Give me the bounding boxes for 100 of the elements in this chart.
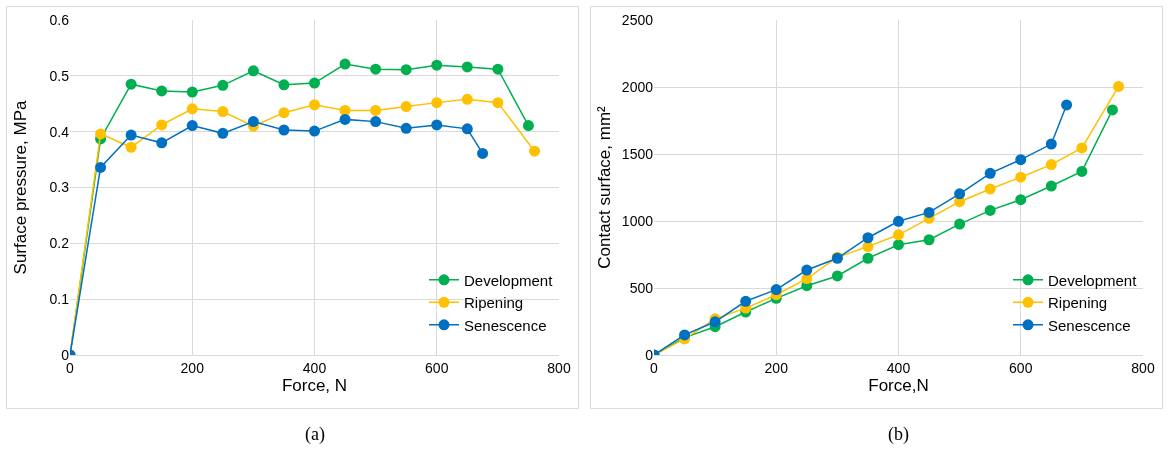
point xyxy=(984,183,996,195)
point xyxy=(370,116,382,128)
x-tick-label: 600 xyxy=(1009,359,1033,376)
point xyxy=(156,85,168,97)
point xyxy=(1015,171,1027,183)
point xyxy=(217,79,229,91)
point xyxy=(400,64,412,76)
point xyxy=(431,97,443,109)
point xyxy=(492,63,504,75)
point xyxy=(893,229,904,241)
point xyxy=(954,188,966,200)
point xyxy=(492,97,504,109)
y-tick-label: 0.5 xyxy=(49,67,70,84)
point xyxy=(247,65,259,77)
y-tick-label: 0.6 xyxy=(49,11,70,28)
point xyxy=(1076,142,1088,154)
point xyxy=(370,63,382,75)
point xyxy=(125,129,137,141)
point xyxy=(95,128,107,140)
point xyxy=(431,119,443,131)
y-axis-title: Surface pressure, MPa xyxy=(11,100,30,275)
point xyxy=(831,270,843,282)
point xyxy=(461,93,473,105)
x-tick-label: 800 xyxy=(547,359,571,376)
point xyxy=(461,123,473,135)
point xyxy=(522,120,534,132)
point xyxy=(923,206,935,218)
point xyxy=(1061,99,1073,111)
point xyxy=(186,86,198,98)
y-tick-label: 500 xyxy=(629,279,654,296)
point xyxy=(984,167,996,179)
point xyxy=(95,161,107,173)
point xyxy=(339,113,351,125)
point xyxy=(1113,80,1125,92)
point xyxy=(400,122,412,134)
point xyxy=(156,119,168,131)
point xyxy=(278,107,290,119)
point xyxy=(1015,194,1027,206)
point xyxy=(984,204,996,216)
point xyxy=(954,218,966,230)
y-tick-label: 0.4 xyxy=(49,123,70,140)
point xyxy=(1076,165,1088,177)
y-tick-label: 1500 xyxy=(621,145,654,162)
point xyxy=(893,239,904,251)
x-tick-label: 600 xyxy=(425,359,449,376)
legend-label: Ripening xyxy=(464,294,524,312)
point xyxy=(529,145,541,157)
point xyxy=(247,116,259,128)
point xyxy=(1045,138,1057,150)
point xyxy=(125,141,137,153)
point xyxy=(862,252,874,264)
point xyxy=(1045,180,1057,192)
point xyxy=(278,124,290,136)
point xyxy=(862,232,874,244)
point xyxy=(1106,104,1118,116)
y-tick-label: 0 xyxy=(645,346,654,363)
y-tick-label: 0.3 xyxy=(49,179,70,196)
x-axis-title: Force, N xyxy=(281,376,348,396)
x-tick-label: 200 xyxy=(180,359,205,376)
point xyxy=(156,137,168,149)
x-tick-label: 200 xyxy=(764,359,789,376)
legend-label: Development xyxy=(464,271,554,289)
x-tick-label: 800 xyxy=(1131,359,1155,376)
y-axis-title: Contact surface, mm² xyxy=(595,105,614,269)
point xyxy=(461,61,473,73)
x-axis-title: Force,N xyxy=(868,376,929,396)
text: (a) xyxy=(305,424,325,445)
point xyxy=(186,103,198,115)
y-tick-label: 0 xyxy=(61,346,70,363)
point xyxy=(740,295,752,307)
point xyxy=(217,127,229,139)
point xyxy=(1015,154,1027,166)
y-tick-label: 1000 xyxy=(621,212,654,229)
text: (b) xyxy=(888,424,909,445)
point xyxy=(217,106,229,118)
point xyxy=(186,120,198,132)
point xyxy=(278,79,290,91)
point xyxy=(477,147,489,159)
legend-label: Senescence xyxy=(464,316,547,334)
point xyxy=(770,284,782,296)
y-tick-label: 0.1 xyxy=(49,291,70,308)
y-tick-label: 2000 xyxy=(621,78,654,95)
x-tick-label: 400 xyxy=(302,359,327,376)
point xyxy=(309,125,320,137)
point xyxy=(801,264,813,276)
point xyxy=(370,104,382,116)
point xyxy=(893,215,904,227)
point xyxy=(1045,159,1057,171)
x-tick-label: 400 xyxy=(886,359,911,376)
y-tick-label: 2500 xyxy=(621,11,654,28)
legend-label: Ripening xyxy=(1048,294,1108,312)
legend-label: Development xyxy=(1048,271,1138,289)
legend-label: Senescence xyxy=(1048,316,1131,334)
point xyxy=(309,99,320,111)
point xyxy=(309,77,320,89)
point xyxy=(923,234,935,246)
y-tick-label: 0.2 xyxy=(49,235,70,252)
point xyxy=(125,78,137,90)
point xyxy=(339,58,351,70)
point xyxy=(400,101,412,113)
